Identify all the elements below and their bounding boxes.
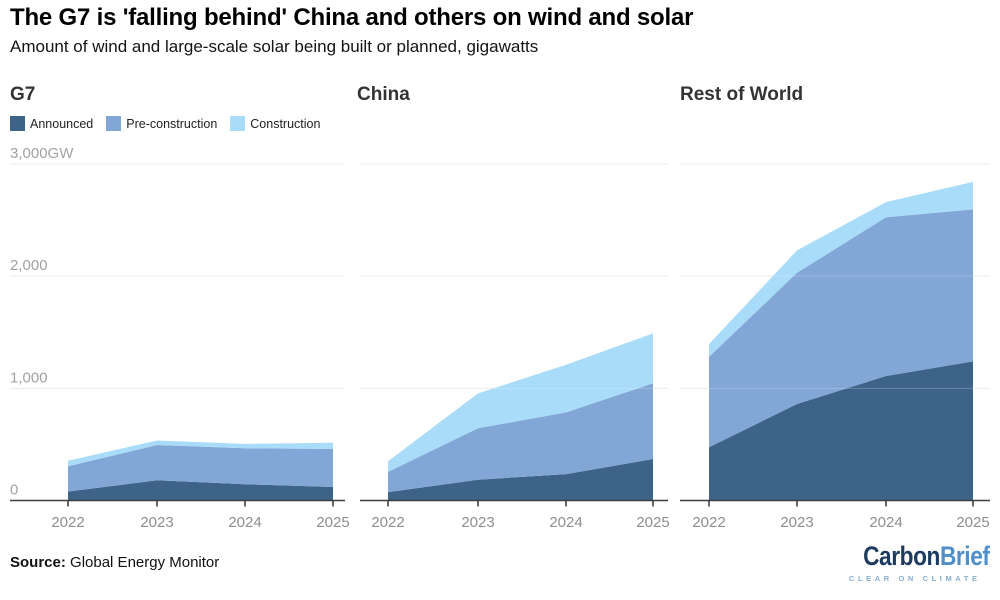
y-tick-label: 2,000 — [10, 257, 48, 274]
chart-panel-china: 2022 2023 2024 2025 — [360, 140, 672, 540]
x-tick-label: 2025 — [316, 514, 349, 531]
x-tick-label: 2024 — [869, 514, 902, 531]
area-pre-construction — [68, 445, 333, 492]
legend-label-construction: Construction — [250, 116, 321, 131]
logo-carbon-text: Carbon — [863, 541, 941, 571]
logo-brief-text: Brief — [940, 541, 990, 571]
area-pre-construction — [709, 209, 973, 448]
x-tick-label: 2023 — [140, 514, 173, 531]
x-tick-label: 2022 — [371, 514, 404, 531]
logo-wordmark: CarbonBrief — [863, 541, 991, 571]
x-tick-label: 2025 — [956, 514, 989, 531]
area-announced — [388, 459, 653, 501]
y-tick-label: 0 — [10, 482, 18, 499]
area-construction — [68, 440, 333, 467]
chart-svg: 2022 2023 2024 2025 — [680, 163, 990, 531]
legend-swatch-construction — [230, 116, 246, 131]
legend: Announced Pre-construction Construction — [10, 116, 320, 131]
y-tick-label: 3,000GW — [10, 145, 74, 162]
panel-title-g7: G7 — [10, 84, 36, 105]
x-tick-label: 2024 — [228, 514, 261, 531]
x-tick-label: 2024 — [549, 514, 582, 531]
x-tick-label: 2022 — [692, 514, 725, 531]
x-tick-label: 2023 — [780, 514, 813, 531]
legend-item-announced: Announced — [10, 116, 93, 131]
logo-tagline: CLEAR ON CLIMATE — [848, 574, 981, 583]
chart-svg: 2022 2023 2024 2025 0 1,000 2,000 3,000GW — [10, 145, 350, 531]
x-tick-label: 2025 — [636, 514, 669, 531]
source-line: Source: Global Energy Monitor — [10, 554, 219, 571]
y-tick-label: 1,000 — [10, 369, 48, 386]
area-construction — [709, 181, 973, 357]
chart-subtitle: Amount of wind and large-scale solar bei… — [10, 37, 539, 56]
legend-item-pre-construction: Pre-construction — [106, 116, 217, 131]
panel-title-rest-of-world: Rest of World — [680, 84, 804, 105]
legend-swatch-pre-construction — [106, 116, 122, 131]
area-announced — [68, 480, 333, 501]
source-label: Source: — [10, 554, 66, 571]
legend-swatch-announced — [10, 116, 25, 131]
area-announced — [709, 361, 973, 501]
chart-panel-g7: 2022 2023 2024 2025 0 1,000 2,000 3,000GW — [10, 140, 350, 540]
chart-svg: 2022 2023 2024 2025 — [360, 163, 670, 531]
x-tick-label: 2023 — [461, 514, 494, 531]
panel-title-china: China — [357, 84, 410, 105]
legend-label-pre-construction: Pre-construction — [126, 116, 218, 131]
chart-title: The G7 is 'falling behind' China and oth… — [10, 4, 694, 31]
area-construction — [388, 333, 653, 472]
legend-item-construction: Construction — [230, 116, 320, 131]
carbonbrief-logo: CarbonBrief CLEAR ON CLIMATE — [839, 541, 991, 584]
area-pre-construction — [388, 383, 653, 493]
source-value: Global Energy Monitor — [70, 554, 220, 571]
x-tick-label: 2022 — [51, 514, 84, 531]
chart-panel-rest-of-world: 2022 2023 2024 2025 — [680, 140, 995, 540]
legend-label-announced: Announced — [30, 116, 94, 131]
